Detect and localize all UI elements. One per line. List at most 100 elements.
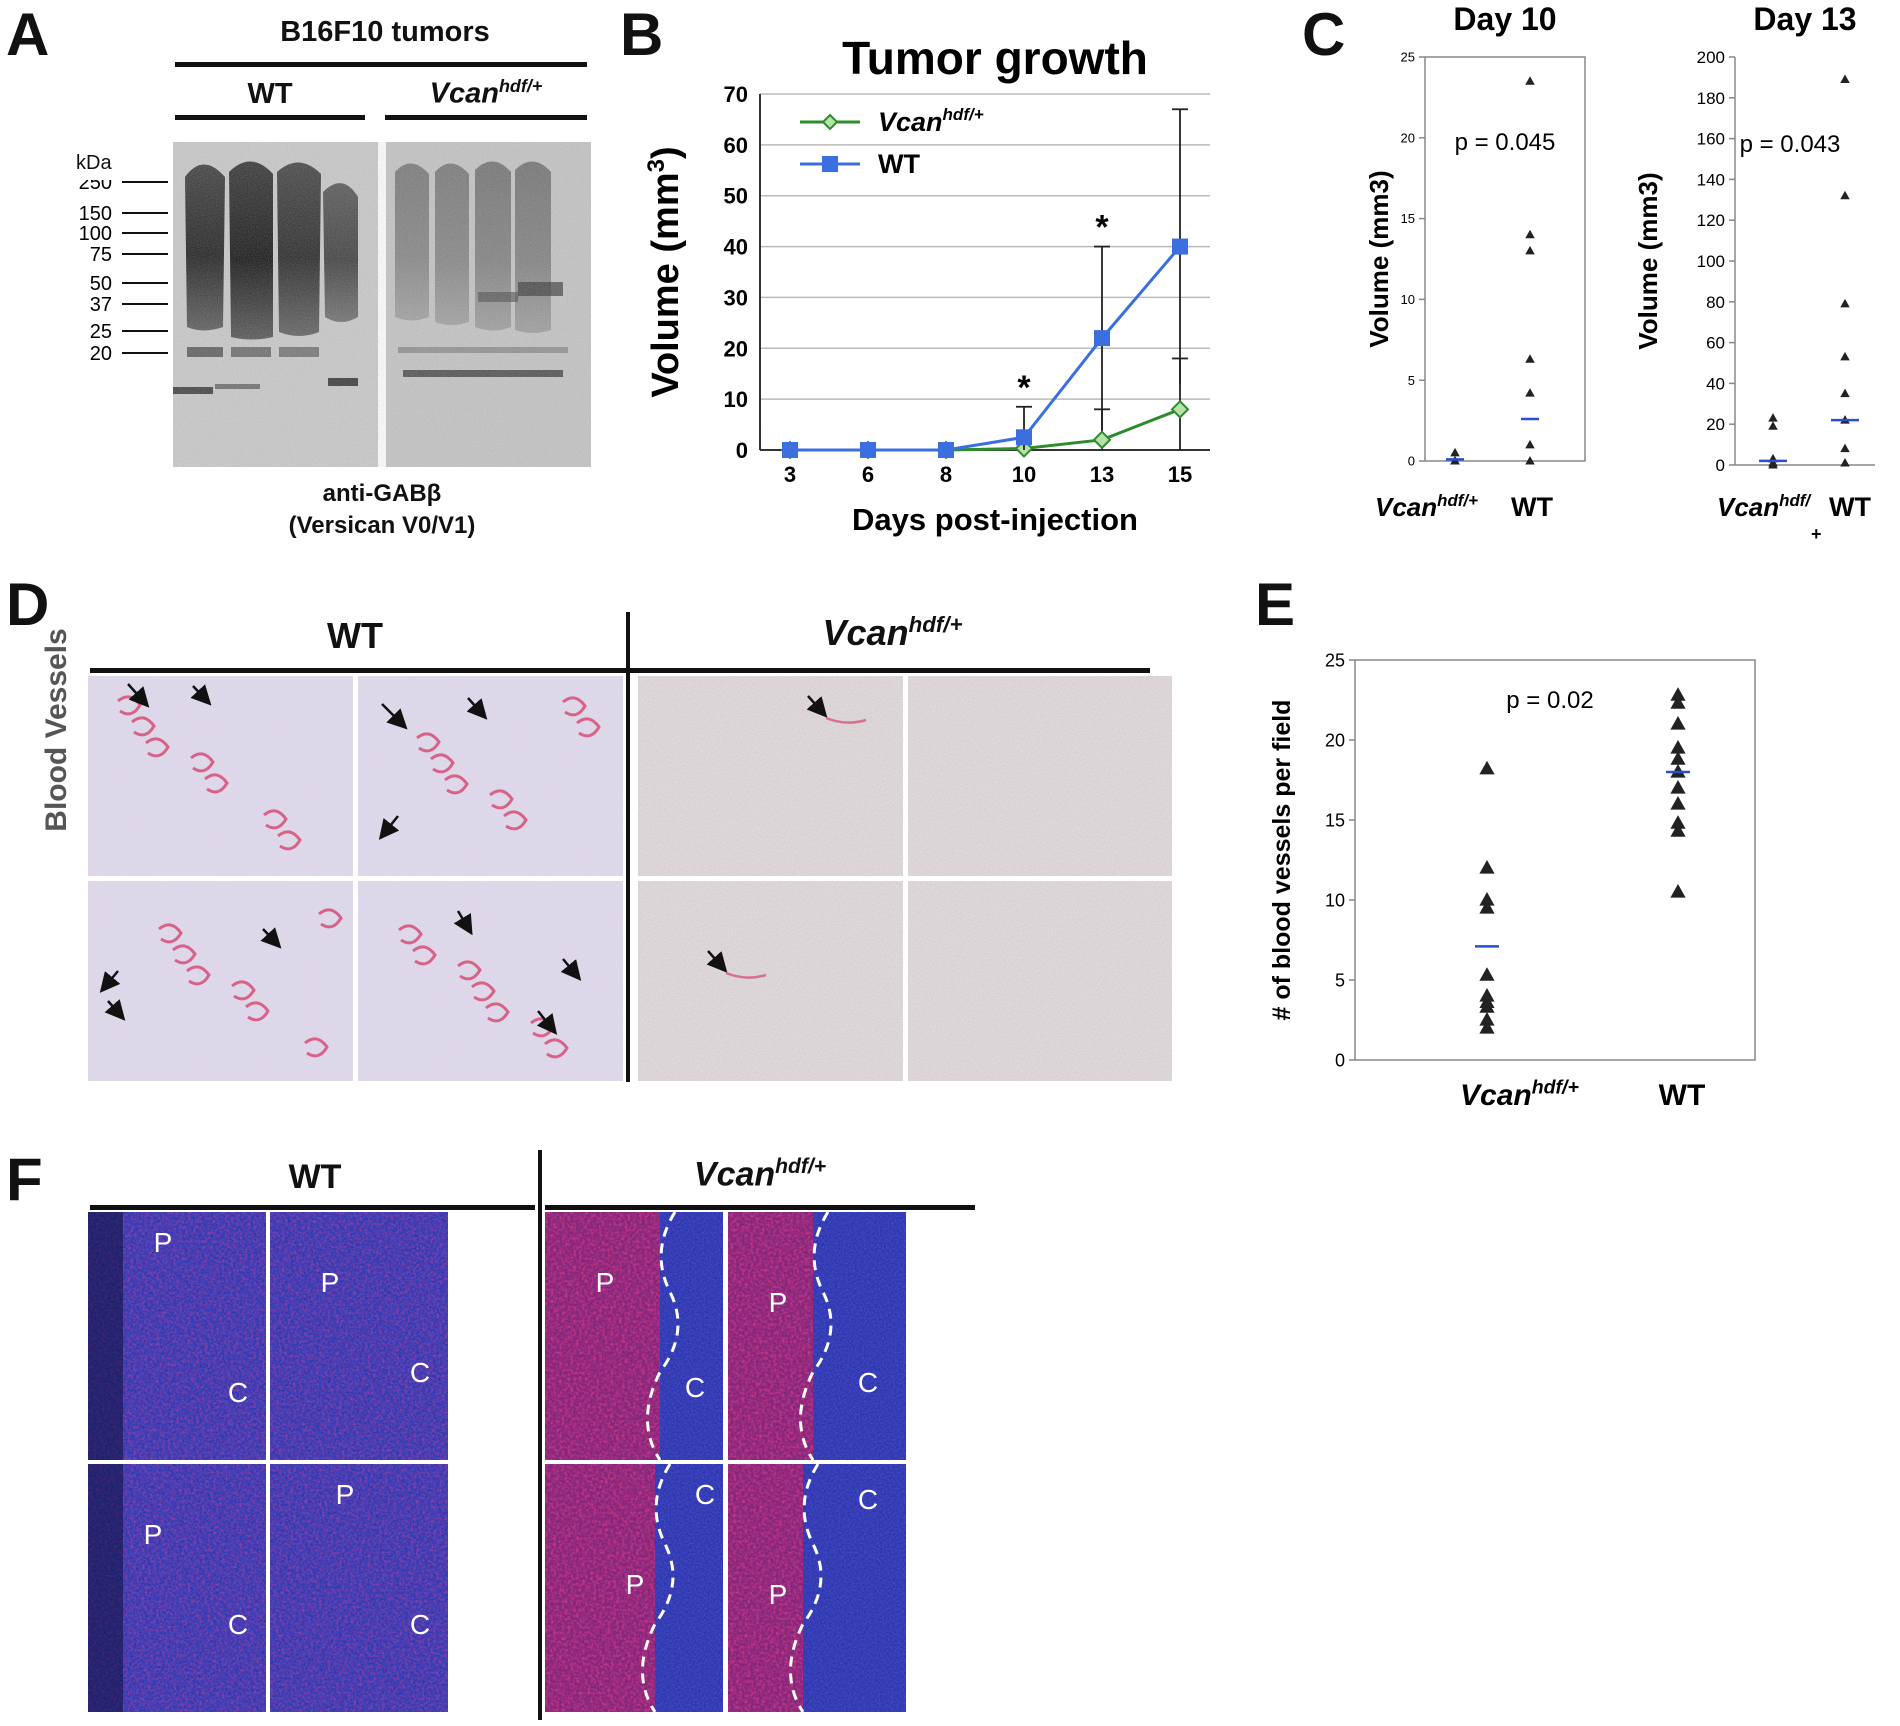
panel-a-group-wt: WT [247,78,293,110]
panel-d-group-vcan: Vcanhdf/+ [822,612,963,653]
arrow [536,1010,558,1035]
core-label: C [858,1484,878,1515]
data-point [1479,999,1495,1013]
periphery-border [646,1212,680,1461]
blood-vessels-side-label: Blood Vessels [40,628,73,832]
vessel-stain [416,732,441,753]
vessel-stain [457,960,482,981]
if-tile: PC [270,1212,448,1460]
y-tick-label: 40 [724,235,748,260]
ihc-tile [908,676,1172,876]
vessel-stain [725,971,767,979]
ihc-tile [638,881,903,1081]
x-tick-label: 15 [1168,462,1192,487]
data-point [938,442,954,458]
y-tick-label: 20 [1401,130,1415,145]
vessel-stain [304,1037,329,1058]
ihc-image-grid [88,676,1172,1081]
tile-edge [88,1464,123,1712]
data-point [1670,815,1686,829]
vessel-stain [245,1001,270,1022]
significance-star: * [1017,369,1031,407]
ihc-tile [638,676,903,876]
y-tick-label: 200 [1697,48,1725,67]
tile-texture [908,676,1172,876]
ihc-tile [358,676,623,876]
core-label: C [228,1609,248,1640]
data-point [782,442,798,458]
plot-frame [1354,659,1756,1061]
vessel-stain [430,753,455,774]
vessel-stain [576,717,601,738]
svg-text:Vcanhdf/+: Vcanhdf/+ [1375,491,1478,522]
y-axis-label: Volume (mm3) [1633,172,1663,349]
vessel-texture [728,1212,813,1460]
data-point [1525,229,1535,239]
tile-edge [88,1212,123,1460]
y-tick-label: 10 [1401,292,1415,307]
if-tile: PC [88,1212,266,1460]
core-label: C [410,1357,430,1388]
vessel-stain [277,830,302,851]
y-tick-label: 20 [1325,730,1345,750]
legend-label: Vcanhdf/+ [878,105,984,137]
day13-scatter-chart: Day 13 0 20 40 60 80 100 120 140 160 180 200 Volume … [1633,1,1875,540]
data-point [1479,967,1495,981]
data-point [1094,330,1110,347]
svg-text:Vcanhdf/+: Vcanhdf/+ [1460,1077,1579,1112]
chart-title: Day 10 [1453,1,1556,37]
blood-vessel-count-chart: 0 5 10 15 20 25 # of blood vessels per field p … [1268,650,1756,1112]
if-tile: PC [545,1463,723,1712]
data-point [1450,447,1460,457]
arrow [706,950,728,973]
arrow [260,927,282,949]
panel-letter-a: A [6,1,50,68]
ihc-tile [358,881,623,1081]
tumor-growth-chart: Tumor growth 0 10 20 30 40 50 60 70 3 6 8 10 13 15 Days… [643,40,1210,537]
core-label: C [228,1377,248,1408]
panel-letter-e: E [1255,571,1296,638]
x-tick-label: 13 [1090,462,1114,487]
arrow [381,703,408,730]
panel-f-divider [538,1150,542,1720]
western-blot-image [173,142,591,467]
data-point [1525,456,1535,465]
panel-a-vcan-bar [385,115,587,120]
x-tick-label: 6 [862,462,874,487]
periphery-label: P [769,1287,788,1318]
arrow [190,684,212,706]
arrow [378,815,400,840]
periphery-border [789,1463,823,1712]
ihc-tile [908,881,1172,1081]
data-point [1172,238,1188,255]
data-point [1525,245,1535,255]
panel-a-title: B16F10 tumors [280,16,490,48]
arrow [466,697,488,720]
panel-f-group-wt: WT [288,1158,342,1196]
vessel-stain [471,981,496,1002]
data-point [1479,860,1495,874]
panel-d-wt-bar [90,668,630,673]
data-point [1670,780,1686,794]
kda-label: kDa [76,152,112,174]
marker-label: 50 [90,273,112,295]
y-tick-label: 80 [1706,293,1725,312]
marker-label: 150 [79,203,112,225]
panel-d-group-wt: WT [327,615,383,656]
marker-label: 75 [90,244,112,266]
marker-label: 100 [79,223,112,245]
y-tick-label: 20 [1706,415,1725,434]
vessel-stain [825,716,867,724]
data-point [860,442,876,458]
data-point [1670,687,1686,701]
tile-texture [908,881,1172,1081]
antibody-target: (Versican V0/V1) [288,512,476,539]
y-tick-label: 60 [1706,334,1725,353]
y-tick-label: 50 [724,184,748,209]
p-value-label: p = 0.045 [1455,129,1556,156]
panel-d-vcan-bar [630,668,1150,673]
if-tile: PC [88,1464,266,1712]
data-point [1479,1020,1495,1034]
panel-letter-f: F [6,1146,43,1213]
